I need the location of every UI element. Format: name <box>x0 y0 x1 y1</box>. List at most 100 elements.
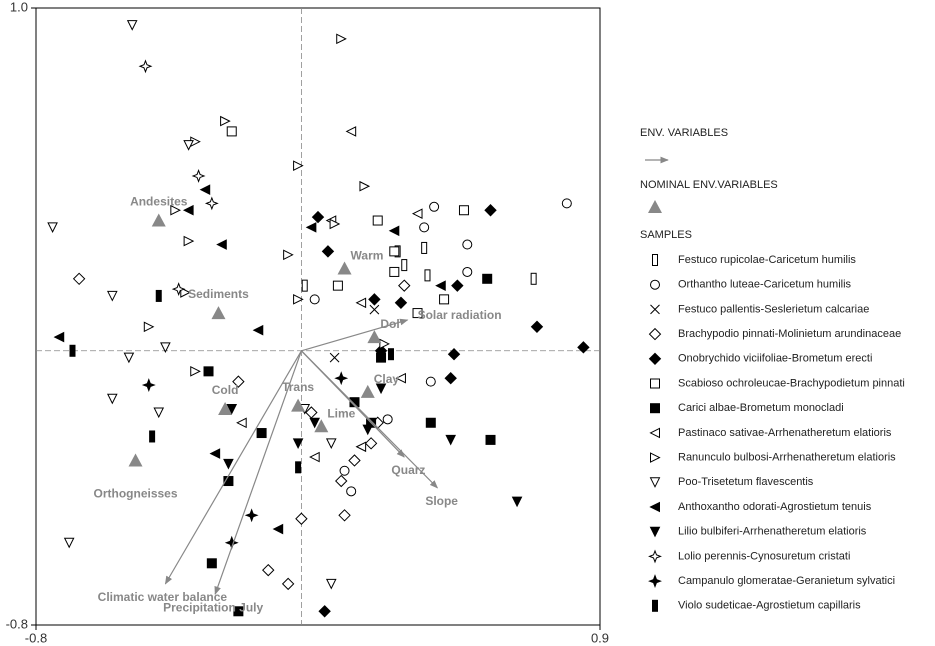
sample-point <box>252 324 264 336</box>
sample-point <box>262 563 275 577</box>
sample-point <box>325 578 337 590</box>
sample-point <box>126 20 138 31</box>
sample-point <box>171 282 186 297</box>
sample-point <box>183 235 195 247</box>
sample-point <box>216 239 227 250</box>
sample-point <box>311 210 325 224</box>
sample-point <box>305 222 317 233</box>
sample-point <box>482 273 493 284</box>
sample-point <box>425 417 436 428</box>
legend-label: Scabioso ochroleucae-Brachypodietum pinn… <box>678 377 905 389</box>
sample-point <box>301 279 308 292</box>
sample-point <box>149 430 156 443</box>
legend-label: Ranunculo bulbosi-Arrhenatheretum elatio… <box>678 452 896 464</box>
sample-point <box>485 434 496 445</box>
sample-point <box>206 558 217 569</box>
sample-point <box>401 259 408 272</box>
sample-point <box>382 414 393 425</box>
sample-point <box>293 294 304 305</box>
sample-point <box>47 222 58 233</box>
sample-point <box>220 115 231 127</box>
nominal-label: Trans <box>282 380 314 394</box>
sample-point <box>388 225 400 237</box>
sample-point <box>425 376 436 387</box>
legend-marker <box>649 477 661 488</box>
nominal-label: Lime <box>327 406 355 420</box>
legend-label: Violo sudeticae-Agrostietum capillaris <box>678 600 861 612</box>
legend-label: Poo-Trisetetum flavescentis <box>678 476 814 488</box>
env-arrow <box>300 350 405 458</box>
nominal-triangle <box>337 261 352 275</box>
legend-label: Brachypodio pinnati-Molinietum arundinac… <box>678 328 901 340</box>
legend-label: Campanulo glomeratae-Geranietum sylvatic… <box>678 575 895 587</box>
sample-point <box>334 371 349 386</box>
x-tick-label: 0.9 <box>591 630 609 645</box>
nominal-label: Cold <box>212 383 239 397</box>
sample-point <box>138 59 153 74</box>
nominal-triangle <box>291 398 306 412</box>
legend-label: Festuco rupicolae-Caricetum humilis <box>678 254 856 266</box>
sample-point <box>106 290 118 302</box>
sample-point <box>447 347 461 361</box>
sample-point <box>462 239 473 250</box>
nominal-triangle <box>360 384 375 398</box>
sample-point <box>530 320 544 333</box>
sample-point <box>293 160 304 171</box>
env-arrow <box>164 350 302 585</box>
env-label: Climatic water balance <box>98 590 228 604</box>
sample-point <box>141 378 156 392</box>
legend-heading: SAMPLES <box>640 229 692 241</box>
sample-point <box>339 465 350 476</box>
sample-point <box>355 441 367 453</box>
sample-point <box>106 393 118 405</box>
sample-point <box>421 241 428 254</box>
sample-point <box>419 222 430 233</box>
env-label: Precipitation July <box>163 600 263 614</box>
sample-point <box>329 352 340 363</box>
sample-point <box>226 404 238 415</box>
sample-point <box>451 279 464 292</box>
sample-point <box>561 198 572 209</box>
env-label: Slope <box>425 494 458 508</box>
legend-marker <box>649 501 660 513</box>
sample-point <box>281 577 295 591</box>
legend-triangle <box>648 200 662 213</box>
sample-point <box>295 461 302 474</box>
legend-label: Onobrychido viciifoliae-Brometum erecti <box>678 353 872 365</box>
nominal-label: Andesites <box>130 195 188 209</box>
nominal-triangle <box>128 453 143 467</box>
sample-point <box>123 352 135 364</box>
sample-point <box>577 341 590 354</box>
sample-point <box>348 454 361 467</box>
sample-point <box>180 287 191 298</box>
legend-marker <box>648 574 662 589</box>
sample-point <box>292 438 304 449</box>
sample-point <box>153 407 165 419</box>
env-label: Solar radiation <box>418 308 502 322</box>
sample-point <box>226 126 237 137</box>
plot-frame <box>35 7 601 626</box>
sample-point <box>309 294 320 305</box>
sample-point <box>160 342 171 353</box>
legend-label: Pastinaco sativae-Arrhenatheretum elatio… <box>678 427 892 439</box>
sample-point <box>394 296 408 309</box>
sample-point <box>69 344 76 357</box>
sample-point <box>389 266 400 277</box>
sample-point <box>332 280 343 291</box>
nominal-label: Sediments <box>188 287 249 301</box>
nominal-triangle <box>367 330 382 344</box>
sample-point <box>295 512 308 525</box>
sample-point <box>379 338 390 350</box>
legend-marker <box>650 378 660 389</box>
legend-marker <box>650 403 660 414</box>
legend-label: Lolio perennis-Cynosuretum cristati <box>678 550 850 562</box>
sample-point <box>170 204 181 216</box>
sample-point <box>346 486 357 497</box>
sample-point <box>53 331 65 343</box>
legend-marker <box>649 427 660 439</box>
sample-point <box>444 371 457 385</box>
sample-point <box>462 266 473 277</box>
nominal-triangle <box>211 306 226 320</box>
sample-point <box>203 366 214 377</box>
